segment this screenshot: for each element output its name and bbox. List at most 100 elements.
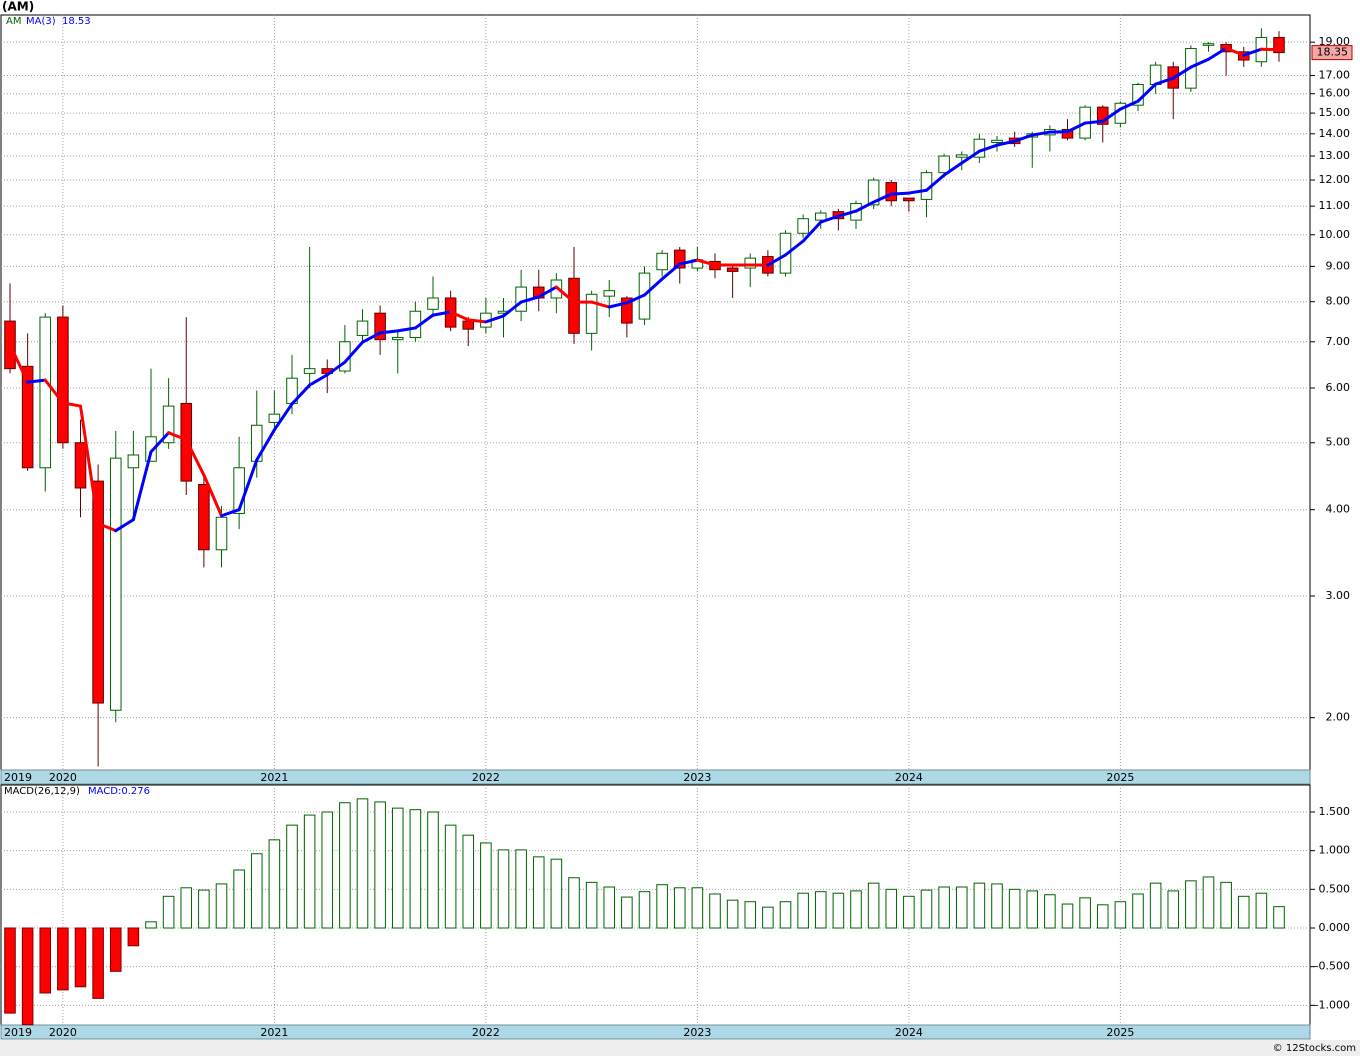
macd-bar — [532, 856, 545, 929]
x-tick-label: 2024 — [895, 1026, 923, 1039]
ma-segment — [272, 402, 294, 432]
ma-segment — [184, 438, 206, 477]
candle-body — [603, 290, 616, 297]
last-price-badge — [1311, 45, 1353, 61]
candle-body — [57, 316, 69, 444]
ma-segment — [766, 253, 787, 267]
macd-legend: MACD:0.276 — [88, 786, 150, 797]
candle-body — [356, 320, 369, 336]
y-tick-label: 11.00 — [1319, 199, 1351, 212]
ma-segment — [308, 373, 329, 387]
macd-bar — [779, 901, 792, 929]
candle-body — [938, 155, 950, 174]
macd-bar — [1149, 882, 1162, 929]
macd-bar — [1185, 880, 1197, 929]
ma-segment — [1171, 65, 1193, 80]
ma-segment — [96, 522, 118, 533]
ma-segment — [237, 458, 259, 512]
price-panel — [0, 14, 1311, 771]
x-tick-label: 2025 — [1106, 1026, 1134, 1039]
macd-bar — [480, 842, 492, 929]
ma-segment — [1030, 130, 1052, 137]
ma-segment — [396, 326, 417, 333]
candle-body — [391, 337, 404, 341]
macd-bar — [955, 886, 968, 929]
ma-segment — [977, 143, 999, 153]
macd-bar — [1061, 903, 1074, 929]
last-price-label: 18.35 — [1317, 46, 1349, 59]
macd-bar — [268, 839, 281, 929]
macd-bar — [180, 887, 193, 929]
y-tick-label: 10.00 — [1319, 228, 1351, 241]
candle-body — [1096, 106, 1109, 125]
macd-bar — [233, 869, 245, 929]
x-tick-label: 2020 — [49, 771, 77, 784]
legend-ticker: AM — [6, 16, 21, 27]
macd-bar — [973, 882, 986, 929]
candle-body — [903, 197, 915, 202]
ma-segment — [26, 378, 47, 384]
macd-bar — [850, 890, 862, 929]
candle-body — [1202, 43, 1215, 46]
ma-segment — [854, 200, 876, 213]
candle-body — [726, 267, 739, 272]
x-tick-label: 2021 — [260, 771, 288, 784]
ma-segment — [255, 428, 276, 462]
y-tick-label: 4.00 — [1326, 503, 1351, 516]
macd-bar — [1202, 876, 1215, 929]
ma-segment — [942, 161, 964, 177]
candle-body — [145, 436, 157, 462]
ma-segment — [484, 314, 505, 324]
x-tick-label: 2019 — [4, 771, 32, 784]
date-strip — [0, 769, 1311, 785]
x-tick-label: 2024 — [895, 771, 923, 784]
ma-segment — [643, 277, 664, 297]
x-tick-label: 2023 — [683, 1026, 711, 1039]
macd-bar — [391, 807, 404, 929]
ma-segment — [925, 173, 946, 192]
macd-bar — [885, 888, 898, 929]
ma-segment — [907, 188, 928, 195]
candle-body — [955, 154, 968, 158]
macd-bar — [709, 893, 721, 929]
y-tick-label: -1.000 — [1315, 998, 1350, 1011]
ma-segment — [678, 258, 699, 266]
y-tick-label: 1.500 — [1319, 805, 1351, 818]
ma-segment — [79, 404, 100, 526]
macd-bar — [1096, 904, 1109, 929]
ma-segment — [114, 518, 135, 533]
chart-title: (AM) — [2, 0, 34, 14]
ma-segment — [1083, 119, 1105, 125]
macd-bar — [39, 927, 52, 994]
y-tick-label: 2.00 — [1326, 711, 1351, 724]
ma-segment — [554, 285, 576, 304]
ma-segment — [1013, 133, 1034, 143]
macd-bar — [4, 927, 16, 1014]
macd-bar — [127, 927, 140, 947]
macd-bar — [74, 927, 87, 988]
candle-body — [673, 249, 686, 269]
y-tick-label: 6.00 — [1326, 381, 1351, 394]
macd-bar — [903, 895, 915, 929]
macd-bar — [374, 801, 386, 929]
macd-bar — [797, 892, 809, 929]
candle-body — [268, 413, 281, 423]
macd-bar — [321, 811, 334, 929]
ma-segment — [220, 508, 241, 518]
ma-segment — [1242, 47, 1263, 57]
ma-segment — [43, 378, 65, 405]
ma-segment — [836, 209, 858, 218]
macd-bar — [162, 895, 175, 929]
macd-bar — [497, 849, 510, 929]
x-tick-label: 2020 — [49, 1026, 77, 1039]
candle-body — [585, 293, 598, 334]
candle-body — [744, 257, 757, 269]
candle-body — [867, 179, 880, 206]
y-tick-label: 0.500 — [1319, 882, 1351, 895]
macd-bar — [867, 882, 880, 929]
x-tick-label: 2019 — [4, 1026, 32, 1039]
ma-segment — [625, 293, 646, 305]
candle-body — [74, 442, 87, 489]
candle-body — [374, 312, 386, 341]
y-tick-label: 13.00 — [1319, 149, 1351, 162]
